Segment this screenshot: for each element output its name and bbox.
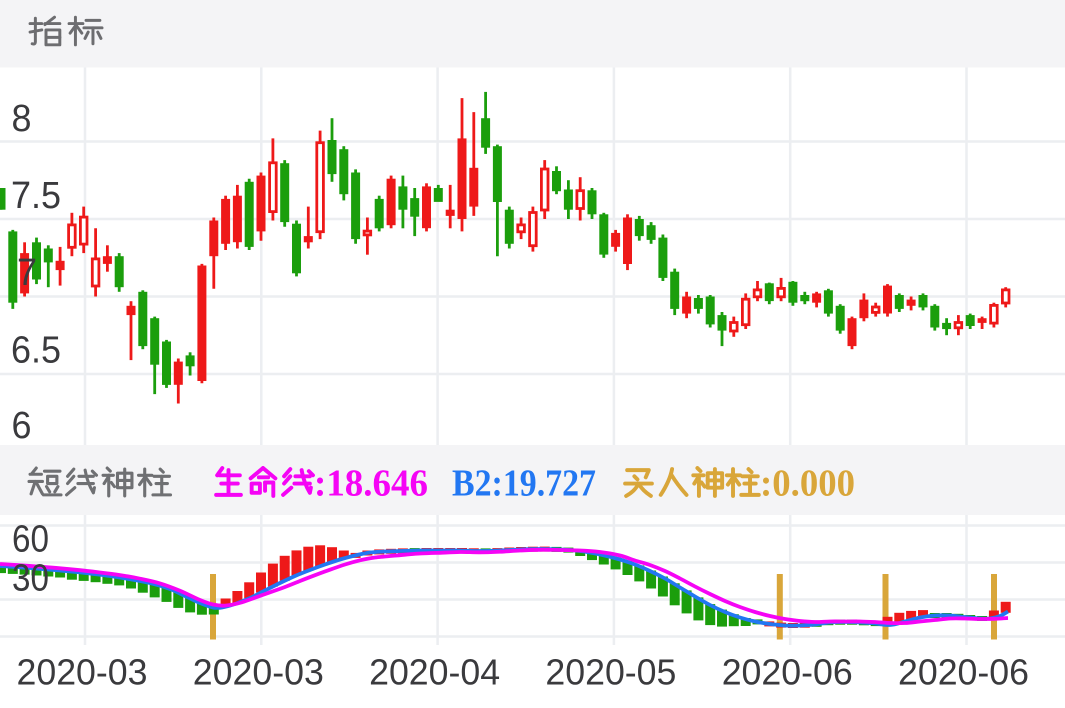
svg-text:2020-06: 2020-06 [898,652,1029,693]
svg-text:2020-05: 2020-05 [545,652,676,693]
svg-text:2020-04: 2020-04 [369,652,500,693]
svg-text:6: 6 [12,405,32,447]
svg-text:30: 30 [12,558,49,600]
svg-text:7.5: 7.5 [11,175,61,217]
svg-text::0.000: :0.000 [760,463,855,505]
svg-text:7: 7 [17,252,37,294]
svg-text:6.5: 6.5 [11,330,61,372]
svg-text:8: 8 [12,98,32,140]
svg-text:60: 60 [12,518,49,560]
svg-text:2020-03: 2020-03 [193,652,324,693]
svg-text:2020-06: 2020-06 [722,652,853,693]
svg-text:B2:19.727: B2:19.727 [452,463,596,505]
svg-text::18.646: :18.646 [314,463,428,505]
svg-text:2020-03: 2020-03 [17,652,148,693]
